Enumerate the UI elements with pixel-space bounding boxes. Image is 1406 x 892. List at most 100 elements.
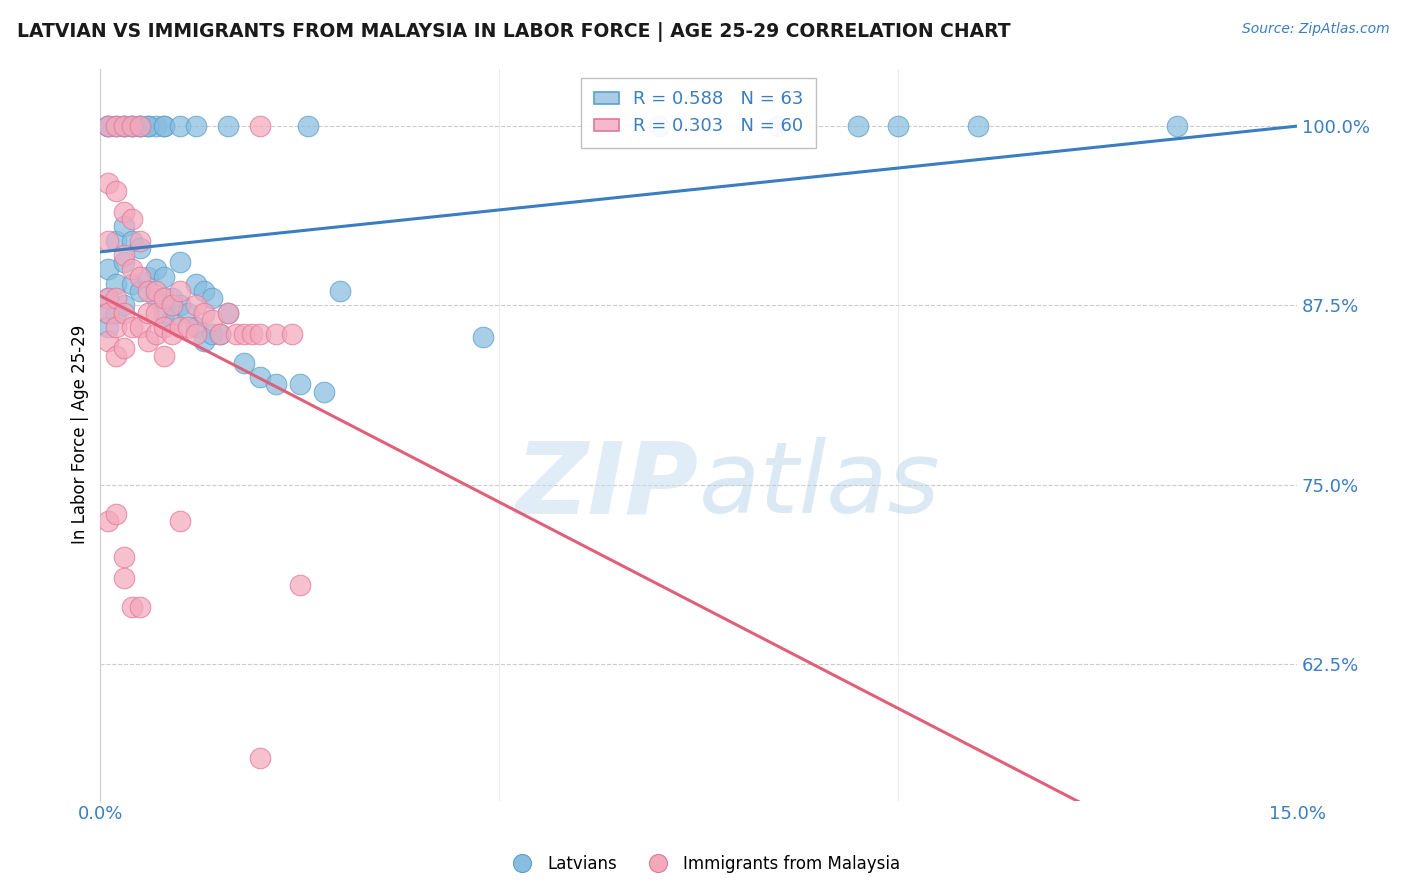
Point <box>264 377 287 392</box>
Point <box>249 327 271 342</box>
Point <box>121 119 143 133</box>
Point <box>121 212 143 227</box>
Point <box>184 319 207 334</box>
Point <box>129 119 152 133</box>
Point <box>129 269 152 284</box>
Point <box>145 327 167 342</box>
Point <box>97 319 120 334</box>
Point <box>121 277 143 291</box>
Point <box>169 514 191 528</box>
Point <box>112 298 135 312</box>
Point <box>193 305 215 319</box>
Point <box>184 298 207 312</box>
Point <box>105 119 128 133</box>
Point <box>105 291 128 305</box>
Y-axis label: In Labor Force | Age 25-29: In Labor Force | Age 25-29 <box>72 325 89 544</box>
Point <box>121 262 143 277</box>
Point <box>201 291 224 305</box>
Point <box>1166 119 1188 133</box>
Point <box>153 119 176 133</box>
Point <box>136 334 159 349</box>
Point <box>768 119 790 133</box>
Point <box>297 119 319 133</box>
Point <box>105 119 128 133</box>
Point <box>105 184 128 198</box>
Point <box>112 342 135 356</box>
Point <box>160 327 183 342</box>
Point <box>129 284 152 298</box>
Point <box>177 305 200 319</box>
Point <box>312 384 335 399</box>
Point <box>887 119 910 133</box>
Point <box>145 119 167 133</box>
Point <box>288 377 311 392</box>
Point <box>105 349 128 363</box>
Point <box>97 305 120 319</box>
Point <box>129 319 152 334</box>
Point <box>249 119 271 133</box>
Legend: R = 0.588   N = 63, R = 0.303   N = 60: R = 0.588 N = 63, R = 0.303 N = 60 <box>581 78 817 148</box>
Point <box>105 305 128 319</box>
Point <box>153 291 176 305</box>
Point <box>153 119 176 133</box>
Point <box>249 750 271 764</box>
Point <box>136 305 159 319</box>
Point <box>97 305 120 319</box>
Point <box>184 119 207 133</box>
Point <box>169 319 191 334</box>
Point <box>136 269 159 284</box>
Point <box>153 269 176 284</box>
Point <box>177 319 200 334</box>
Point <box>169 298 191 312</box>
Point <box>121 319 143 334</box>
Text: atlas: atlas <box>699 437 941 534</box>
Point <box>169 284 191 298</box>
Point <box>472 330 495 344</box>
Point <box>112 255 135 269</box>
Point <box>281 327 304 342</box>
Point <box>846 119 869 133</box>
Point <box>233 356 256 370</box>
Point <box>648 119 671 133</box>
Point <box>145 305 167 319</box>
Point <box>97 514 120 528</box>
Point <box>208 327 231 342</box>
Point <box>121 234 143 248</box>
Point <box>264 327 287 342</box>
Point <box>145 262 167 277</box>
Point <box>112 205 135 219</box>
Point <box>145 291 167 305</box>
Point <box>153 349 176 363</box>
Point <box>217 305 239 319</box>
Point <box>240 327 263 342</box>
Point <box>233 327 256 342</box>
Point <box>153 305 176 319</box>
Point <box>201 312 224 326</box>
Point <box>105 277 128 291</box>
Point <box>112 549 135 564</box>
Point <box>136 284 159 298</box>
Point <box>184 277 207 291</box>
Point <box>121 119 143 133</box>
Point <box>193 284 215 298</box>
Point <box>193 334 215 349</box>
Point <box>112 119 135 133</box>
Point <box>129 119 152 133</box>
Point <box>169 119 191 133</box>
Point <box>153 319 176 334</box>
Text: LATVIAN VS IMMIGRANTS FROM MALAYSIA IN LABOR FORCE | AGE 25-29 CORRELATION CHART: LATVIAN VS IMMIGRANTS FROM MALAYSIA IN L… <box>17 22 1011 42</box>
Point <box>97 119 120 133</box>
Point <box>112 219 135 234</box>
Point <box>136 119 159 133</box>
Point <box>129 119 152 133</box>
Point <box>97 291 120 305</box>
Point <box>112 305 135 319</box>
Point <box>249 370 271 384</box>
Point <box>160 312 183 326</box>
Point <box>105 507 128 521</box>
Point <box>129 599 152 614</box>
Point <box>129 241 152 255</box>
Text: Source: ZipAtlas.com: Source: ZipAtlas.com <box>1241 22 1389 37</box>
Point <box>97 234 120 248</box>
Point <box>160 291 183 305</box>
